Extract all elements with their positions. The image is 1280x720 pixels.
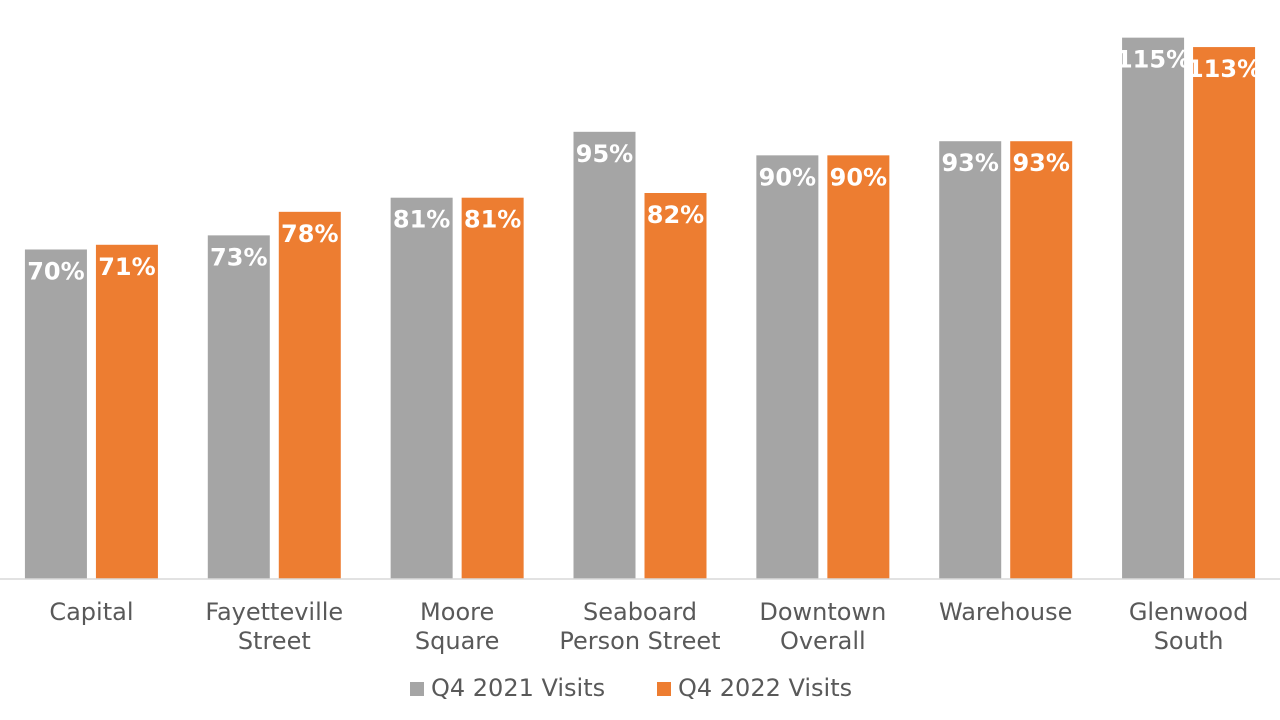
category-label: Downtown (759, 598, 886, 626)
legend-label: Q4 2022 Visits (678, 674, 852, 702)
bar-q4-2021-1 (207, 235, 270, 580)
legend-swatch (410, 682, 424, 696)
category-label: Fayetteville (205, 598, 343, 626)
data-label: 93% (941, 149, 998, 177)
category-label: Warehouse (939, 598, 1072, 626)
data-label: 70% (27, 257, 84, 285)
legend-label: Q4 2021 Visits (431, 674, 605, 702)
data-label: 90% (759, 163, 816, 191)
category-label: Square (415, 627, 500, 655)
data-label: 81% (464, 206, 521, 234)
data-label: 82% (647, 201, 704, 229)
bar-q4-2022-2 (461, 197, 524, 579)
bar-q4-2022-4 (827, 155, 890, 579)
legend: Q4 2021 Visits Q4 2022 Visits (410, 674, 852, 702)
bar-q4-2021-3 (573, 131, 636, 579)
data-label: 95% (576, 140, 633, 168)
legend-swatch (657, 682, 671, 696)
bar-q4-2022-1 (278, 211, 341, 579)
data-label: 71% (98, 253, 155, 281)
category-label: South (1154, 627, 1224, 655)
data-label: 113% (1187, 55, 1261, 83)
category-label: Glenwood (1129, 598, 1248, 626)
bars-layer (24, 37, 1256, 580)
bar-q4-2021-0 (24, 249, 87, 580)
bar-q4-2022-5 (1010, 141, 1073, 579)
data-label: 93% (1012, 149, 1069, 177)
data-label: 115% (1116, 46, 1190, 74)
category-label: Person Street (559, 627, 720, 655)
data-label: 73% (210, 243, 267, 271)
bar-q4-2022-6 (1193, 47, 1256, 579)
data-label: 78% (281, 220, 338, 248)
category-label: Moore (420, 598, 494, 626)
category-label: Overall (780, 627, 866, 655)
category-label: Street (238, 627, 311, 655)
bar-q4-2021-4 (756, 155, 819, 579)
category-label: Seaboard (583, 598, 697, 626)
data-labels-layer: 70% 71% 73% 78% 81% 81% 95% 82% 90% 90% 93% 93% 115%… (27, 46, 1261, 286)
data-label: 81% (393, 206, 450, 234)
category-label: Capital (49, 598, 133, 626)
bar-q4-2021-2 (390, 197, 453, 579)
bar-q4-2022-0 (95, 244, 158, 579)
bar-q4-2021-6 (1122, 37, 1185, 580)
bar-q4-2022-3 (644, 193, 707, 579)
data-label: 90% (830, 163, 887, 191)
bar-q4-2021-5 (939, 141, 1002, 579)
